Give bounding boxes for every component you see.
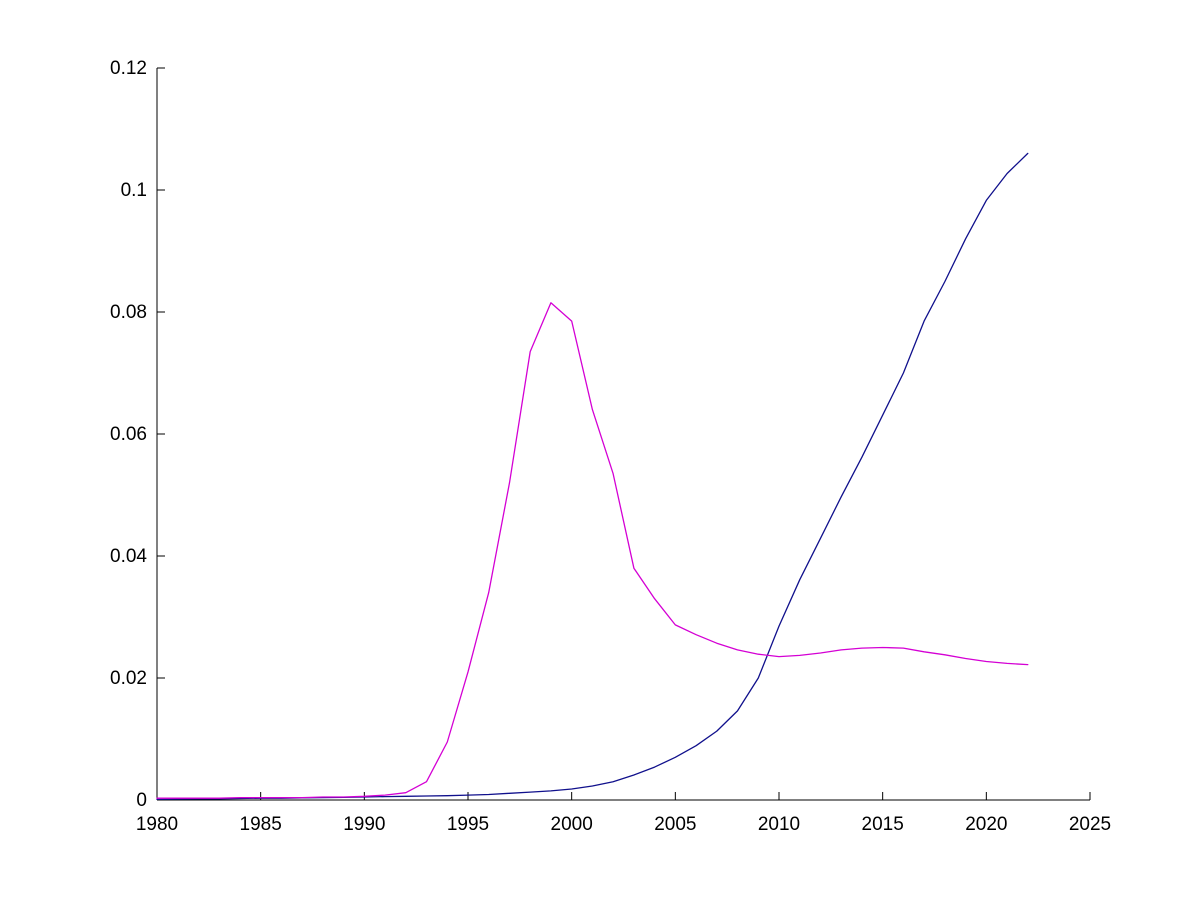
dark-blue-series-line [156,152,1029,801]
y-tick-label: 0.06 [110,424,147,445]
y-tick-label: 0.08 [110,302,147,323]
y-tick-label: 0.1 [121,180,147,201]
x-tick-label: 1980 [136,814,178,835]
magenta-series-line [156,302,1029,799]
x-tick-label: 1985 [240,814,282,835]
x-tick-label: 2000 [551,814,593,835]
x-tick-label: 2015 [862,814,904,835]
x-tick-label: 2020 [965,814,1007,835]
x-tick-label: 1990 [343,814,385,835]
x-tick-label: 1995 [447,814,489,835]
y-tick-label: 0 [136,790,147,811]
y-tick-label: 0.04 [110,546,147,567]
x-tick-label: 2025 [1069,814,1111,835]
x-tick-label: 2005 [654,814,696,835]
x-tick-label: 2010 [758,814,800,835]
y-tick-label: 0.02 [110,668,147,689]
y-tick-label: 0.12 [110,58,147,79]
